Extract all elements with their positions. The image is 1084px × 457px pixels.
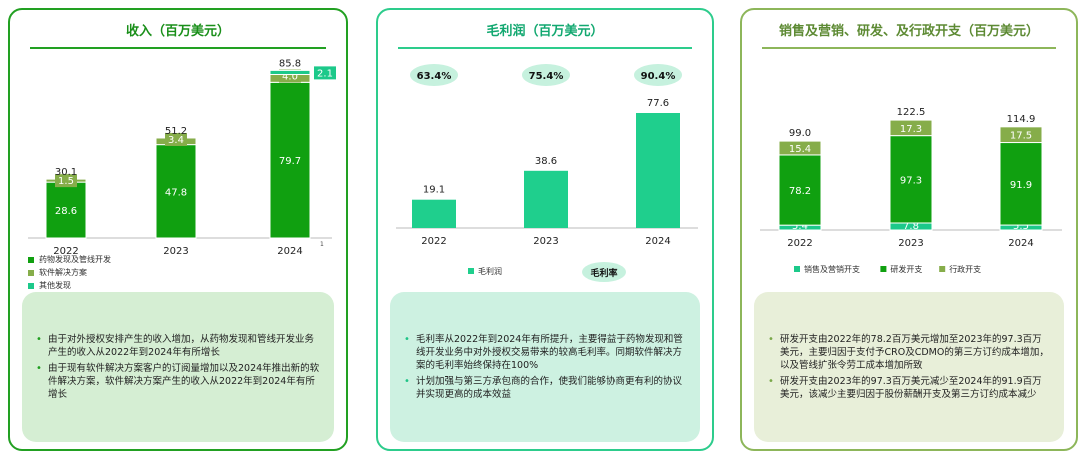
- bar: [524, 170, 568, 228]
- legend-swatch: [28, 269, 34, 276]
- bar-segment: [889, 135, 933, 224]
- revenue-note-1: 由于对外授权安排产生的收入增加，从药物发现和管线开发业务产生的收入从2022年到…: [36, 333, 320, 359]
- title-divider: [398, 47, 692, 49]
- data-label: 17.3: [900, 124, 922, 135]
- margin-pill: [634, 64, 682, 86]
- opex-panel: 销售及营销、研发、及行政开支（百万美元） 5.4 78.2 15.4 99.0 2022…: [740, 8, 1078, 451]
- data-label: 79.7: [279, 156, 301, 167]
- legend-swatch: [468, 268, 474, 274]
- data-label: 17.5: [1010, 131, 1032, 142]
- x-tick-label: 2022: [787, 238, 812, 249]
- data-label: 91.9: [1010, 180, 1032, 191]
- bar: [412, 199, 456, 228]
- data-label: 38.6: [535, 156, 557, 167]
- revenue-panel: 收入（百万美元） 28.6 1.5 30.1 2022 47.8 3.4 51.2 2023 7…: [8, 8, 348, 451]
- title-divider: [30, 47, 326, 49]
- opex-notes: 研发开支由2022年的78.2百万美元增加至2023年的97.3百万美元，主要归…: [754, 292, 1064, 442]
- gross-profit-panel: 毛利润（百万美元） 19.1 63.4% 2022 38.6 75.4% 2023 77.6…: [376, 8, 714, 451]
- legend-swatch: [28, 282, 34, 289]
- x-tick-label: 2022: [421, 236, 446, 247]
- legend-label: 研发开支: [890, 264, 922, 274]
- data-label: 3.4: [168, 135, 184, 146]
- legend-swatch: [880, 266, 887, 272]
- gross-profit-note-1: 毛利率从2022年到2024年有所提升，主要得益于药物发现和管线开发业务中对外授…: [404, 333, 686, 372]
- total-label: 114.9: [1007, 114, 1036, 125]
- data-label: 1.5: [58, 176, 74, 187]
- revenue-chart: 28.6 1.530.1 2022 47.8 3.451.2 2023 79.7 4.0 2.1…: [28, 58, 336, 257]
- footnote-marker: 1: [320, 241, 324, 248]
- margin-label: 90.4%: [641, 71, 676, 82]
- revenue-title: 收入（百万美元）: [125, 24, 230, 39]
- margin-pill: [522, 64, 570, 86]
- legend-label: 其他发现: [39, 281, 71, 290]
- total-label: 51.2: [165, 126, 187, 137]
- margin-label: 75.4%: [529, 71, 564, 82]
- x-tick-label: 2022: [53, 246, 78, 257]
- revenue-note-2: 由于现有软件解决方案客户的订阅量增加以及2024年推出新的软件解决方案，软件解决…: [36, 362, 320, 401]
- bar-segment: [889, 119, 933, 137]
- data-label: 78.2: [789, 186, 811, 197]
- total-label: 30.1: [55, 167, 77, 178]
- data-label: 77.6: [647, 98, 669, 109]
- legend-entry: 其他发现: [28, 279, 111, 292]
- data-label-box: [314, 66, 336, 80]
- legend-label: 药物发现及管线开发: [39, 255, 111, 264]
- data-label-box: [165, 132, 187, 146]
- bar-segment: [778, 140, 822, 156]
- legend-swatch: [28, 256, 34, 263]
- opex-chart: 5.4 78.2 15.4 99.0 2022 7.8 97.3 17.3 122.5 2023 5…: [760, 107, 1062, 274]
- total-label: 85.8: [279, 58, 301, 69]
- legend-label: 软件解决方案: [39, 268, 87, 277]
- bar-segment: [999, 126, 1043, 144]
- data-label: 47.8: [165, 187, 187, 198]
- gross-profit-note-2: 计划加强与第三方承包商的合作，使我们能够协商更有利的协议并实现更高的成本效益: [404, 375, 686, 401]
- bar-segment: [778, 154, 822, 226]
- margin-pill: [410, 64, 458, 86]
- x-tick-label: 2024: [645, 236, 670, 247]
- data-label: 5.4: [792, 221, 808, 232]
- legend-label: 毛利润: [478, 266, 502, 276]
- legend-entry: 药物发现及管线开发: [28, 253, 111, 266]
- data-label: 28.6: [55, 206, 77, 217]
- bar-segment: [269, 69, 311, 75]
- data-label: 97.3: [900, 175, 922, 186]
- data-label: 5.5: [1013, 221, 1029, 232]
- legend-swatch: [794, 266, 800, 272]
- x-tick-label: 2023: [163, 246, 188, 257]
- bar-segment: [999, 142, 1043, 226]
- bar-segment: [45, 181, 87, 239]
- data-label: 2.1: [317, 68, 333, 79]
- legend-label: 毛利率: [590, 267, 617, 279]
- data-label-box: [55, 174, 77, 188]
- opex-note-1: 研发开支由2022年的78.2百万美元增加至2023年的97.3百万美元，主要归…: [768, 333, 1050, 372]
- legend-entry: 软件解决方案: [28, 266, 111, 279]
- bar-segment: [155, 144, 197, 239]
- x-tick-label: 2024: [277, 246, 302, 257]
- x-tick-label: 2023: [898, 238, 923, 249]
- legend-label: 行政开支: [949, 264, 981, 274]
- revenue-legend: 药物发现及管线开发 软件解决方案 其他发现: [28, 253, 111, 292]
- x-tick-label: 2023: [533, 236, 558, 247]
- gross-profit-chart: 19.1 63.4% 2022 38.6 75.4% 2023 77.6 90.4% 2024 毛…: [396, 64, 698, 282]
- revenue-notes: 由于对外授权安排产生的收入增加，从药物发现和管线开发业务产生的收入从2022年到…: [22, 292, 334, 442]
- legend-pill: [582, 262, 626, 282]
- x-tick-label: 2024: [1008, 238, 1033, 249]
- total-label: 99.0: [789, 128, 811, 139]
- margin-label: 63.4%: [417, 71, 452, 82]
- opex-note-2: 研发开支由2023年的97.3百万美元减少至2024年的91.9百万美元，该减少…: [768, 375, 1050, 401]
- data-label: 7.8: [903, 221, 919, 232]
- bar-segment: [269, 81, 311, 239]
- gross-profit-notes: 毛利率从2022年到2024年有所提升，主要得益于药物发现和管线开发业务中对外授…: [390, 292, 700, 442]
- total-label: 122.5: [897, 107, 926, 118]
- legend-label: 销售及营销开支: [804, 264, 860, 274]
- gross-profit-title: 毛利润（百万美元）: [486, 24, 604, 39]
- data-label: 15.4: [789, 144, 811, 155]
- legend-swatch: [939, 266, 946, 272]
- data-label: 19.1: [423, 185, 445, 196]
- title-divider: [762, 47, 1056, 49]
- bar: [636, 113, 680, 228]
- opex-title: 销售及营销、研发、及行政开支（百万美元）: [778, 24, 1039, 39]
- data-label: 4.0: [282, 71, 298, 82]
